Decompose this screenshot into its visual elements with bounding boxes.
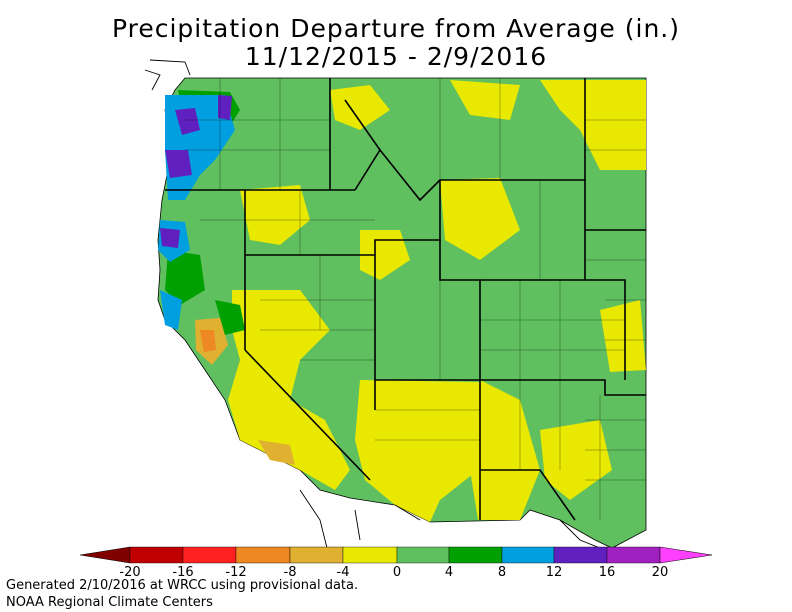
legend-tick-label: 16 [599, 565, 616, 580]
legend-tick-label: 4 [445, 565, 453, 580]
legend-swatch [129, 546, 184, 564]
state-boundaries [165, 78, 646, 521]
legend-swatch [448, 546, 503, 564]
legend-tick-label: -16 [172, 565, 193, 580]
legend-swatch [182, 546, 237, 564]
legend-swatch [606, 546, 661, 564]
generated-note: Generated 2/10/2016 at WRCC using provis… [6, 578, 359, 593]
legend-tick-label: -20 [119, 565, 140, 580]
legend-arrow-low [79, 546, 131, 564]
legend-tick-label: -4 [337, 565, 350, 580]
dry-areas [195, 318, 295, 465]
extreme-wet-areas [160, 95, 232, 248]
legend-swatch [289, 546, 344, 564]
legend-colorbar: -20 -16 -12 -8 -4 0 4 8 12 16 20 [79, 546, 713, 580]
county-boundaries [185, 78, 646, 520]
map-title: Precipitation Departure from Average (in… [112, 14, 680, 43]
legend-tick-label: 8 [498, 565, 506, 580]
legend-arrow-high [659, 546, 713, 564]
legend-swatch [396, 546, 450, 564]
legend-tick-label: -8 [284, 565, 297, 580]
map-date-range: 11/12/2015 - 2/9/2016 [244, 42, 548, 71]
legend-tick-label: 20 [652, 565, 669, 580]
source-note: NOAA Regional Climate Centers [6, 595, 213, 610]
legend-swatch [553, 546, 608, 564]
near-normal-dry-areas [228, 80, 646, 522]
legend-tick-label: -12 [225, 565, 246, 580]
legend-swatch [235, 546, 291, 564]
legend-tick-label: 0 [393, 565, 401, 580]
legend-tick-label: 12 [546, 565, 563, 580]
legend-swatch [342, 546, 398, 564]
legend-swatch [501, 546, 555, 564]
